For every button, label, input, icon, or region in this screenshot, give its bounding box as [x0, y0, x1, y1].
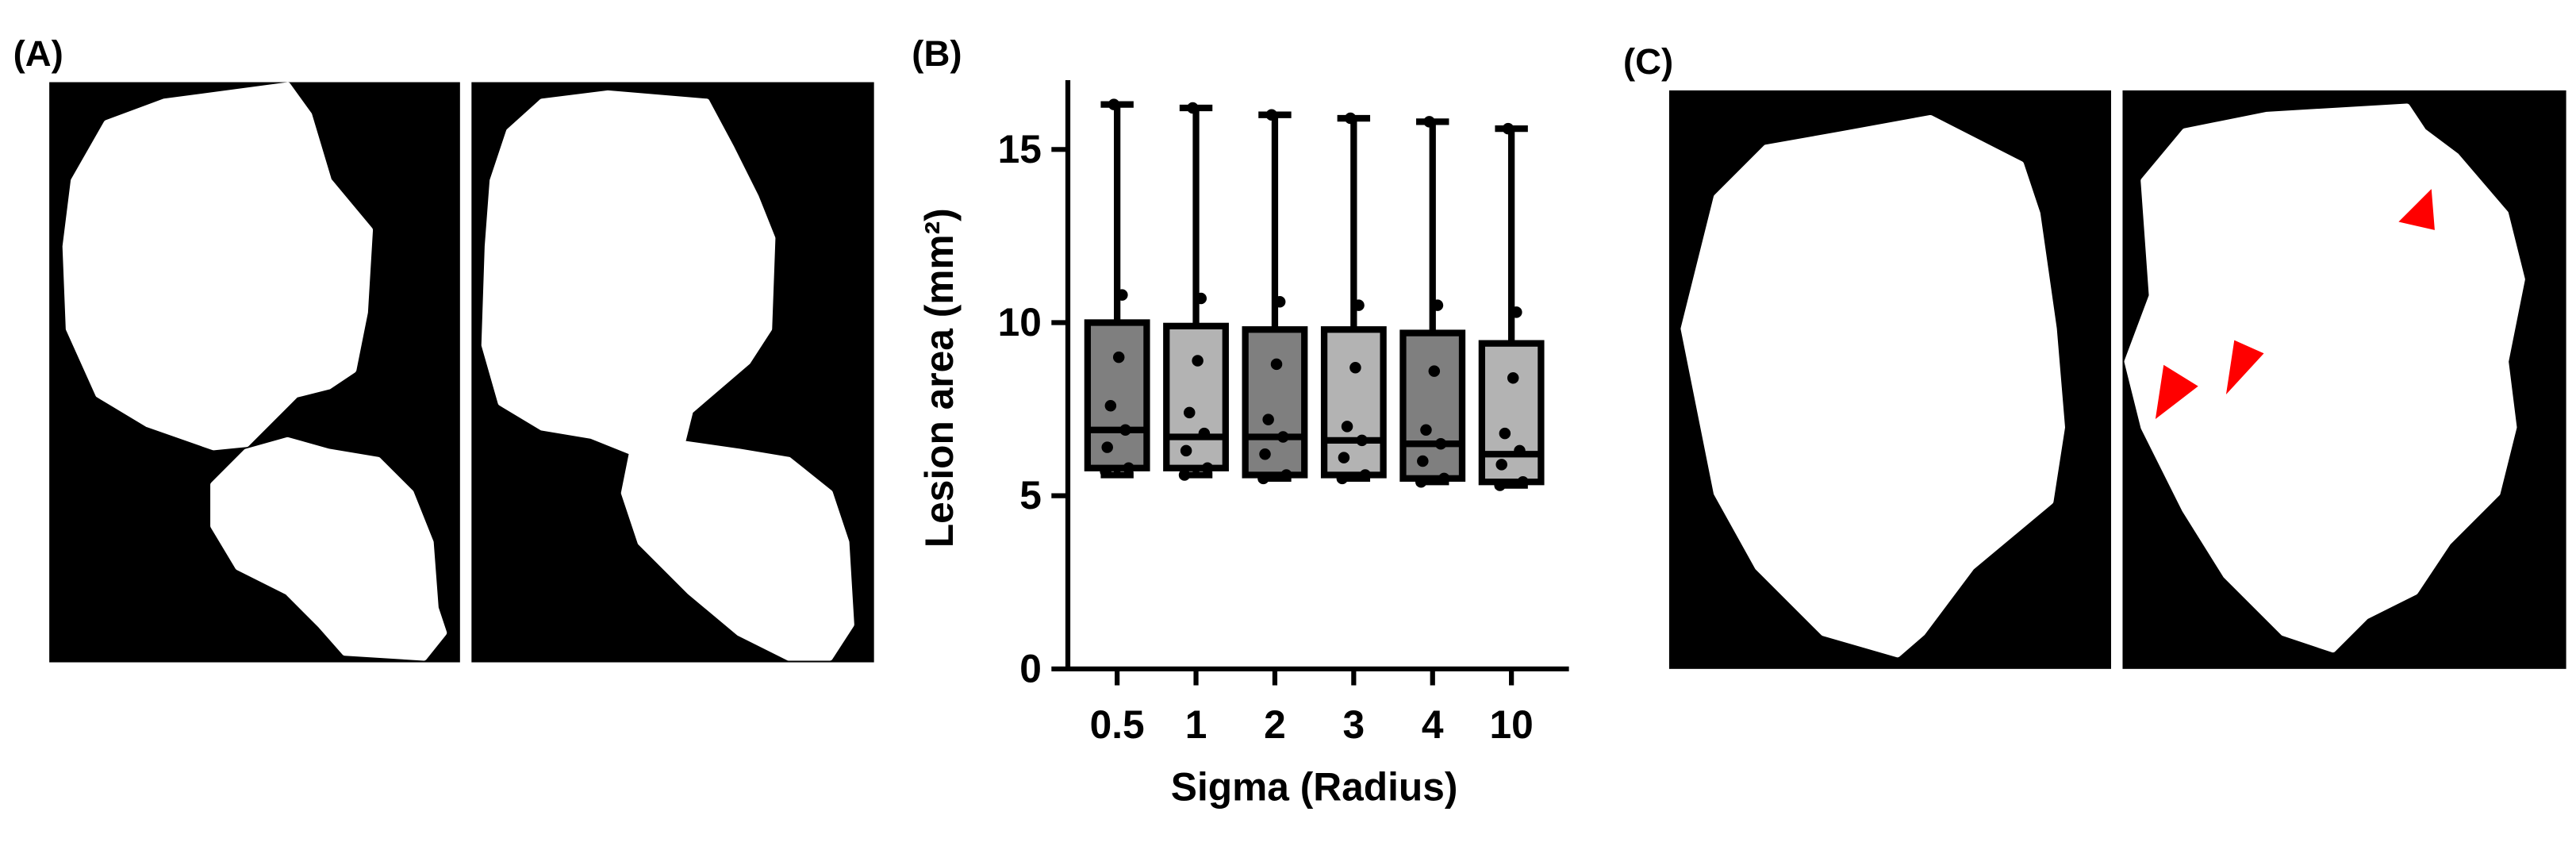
- data-point: [1499, 427, 1511, 440]
- box: [1242, 326, 1308, 479]
- data-point: [1180, 444, 1192, 457]
- data-point: [1423, 116, 1435, 128]
- data-point: [1112, 351, 1125, 363]
- image-c-left: [1668, 90, 2111, 669]
- image-a-left: [49, 82, 460, 663]
- data-point: [1178, 469, 1191, 481]
- data-point: [1438, 472, 1450, 485]
- y-tick-label: 15: [998, 127, 1042, 171]
- data-point: [1502, 122, 1515, 135]
- y-tick-label: 0: [1019, 646, 1042, 690]
- data-point: [1184, 406, 1196, 419]
- data-point: [1507, 372, 1519, 384]
- panel-label: (A): [13, 33, 63, 74]
- data-point: [1195, 292, 1207, 305]
- box: [1320, 326, 1387, 479]
- data-point: [1198, 427, 1211, 440]
- data-point: [1108, 98, 1120, 110]
- data-point: [1265, 109, 1278, 121]
- data-point: [1428, 365, 1441, 377]
- box: [1478, 340, 1545, 486]
- data-point: [1511, 306, 1522, 318]
- data-point: [1280, 469, 1292, 481]
- data-point: [1344, 112, 1357, 125]
- x-tick-label: 4: [1422, 702, 1444, 747]
- data-point: [1259, 448, 1271, 460]
- y-tick-label: 10: [998, 300, 1042, 344]
- x-tick-label: 10: [1489, 702, 1533, 747]
- data-point: [1123, 462, 1134, 474]
- data-point: [1353, 299, 1365, 311]
- x-tick-label: 3: [1343, 702, 1365, 747]
- data-point: [1336, 472, 1349, 485]
- box: [1163, 322, 1229, 471]
- image-a-right: [471, 82, 874, 663]
- box: [1399, 329, 1466, 482]
- data-point: [1201, 462, 1214, 474]
- data-point: [1356, 434, 1368, 447]
- x-tick-label: 1: [1185, 702, 1207, 747]
- data-point: [1517, 475, 1529, 488]
- data-point: [1417, 455, 1429, 467]
- figure-content: (A) (B) (C) Sigma (Radius) Lesion area (…: [13, 33, 2566, 809]
- data-point: [1494, 479, 1506, 491]
- data-point: [1514, 444, 1526, 457]
- data-point: [1262, 413, 1274, 425]
- y-tick-label: 5: [1019, 473, 1042, 517]
- data-point: [1420, 424, 1432, 436]
- data-point: [1104, 399, 1117, 412]
- data-point: [1495, 459, 1507, 471]
- data-point: [1101, 441, 1113, 453]
- y-axis-title: Lesion area (mm²): [917, 208, 962, 548]
- data-point: [1349, 361, 1361, 374]
- box-chart: Sigma (Radius) Lesion area (mm²) 0 5 10 15 0…: [917, 80, 1569, 809]
- data-point: [1434, 437, 1447, 450]
- data-point: [1192, 355, 1204, 367]
- x-tick-label: 2: [1264, 702, 1286, 747]
- data-point: [1116, 289, 1128, 301]
- data-point: [1431, 299, 1444, 311]
- data-point: [1338, 452, 1350, 463]
- image-c-right: [2122, 90, 2566, 669]
- data-point: [1359, 469, 1372, 481]
- data-point: [1415, 475, 1427, 488]
- data-point: [1341, 421, 1353, 433]
- x-tick-label: 0.5: [1090, 702, 1145, 747]
- panel-label: (C): [1623, 41, 1673, 82]
- panel-label: (B): [912, 33, 962, 74]
- data-point: [1273, 296, 1286, 308]
- data-point: [1100, 465, 1111, 478]
- x-axis-title: Sigma (Radius): [1171, 764, 1458, 809]
- data-point: [1187, 102, 1199, 114]
- data-point: [1257, 472, 1269, 485]
- box: [1084, 319, 1150, 471]
- data-point: [1277, 431, 1289, 443]
- data-point: [1270, 358, 1283, 371]
- data-point: [1119, 424, 1131, 436]
